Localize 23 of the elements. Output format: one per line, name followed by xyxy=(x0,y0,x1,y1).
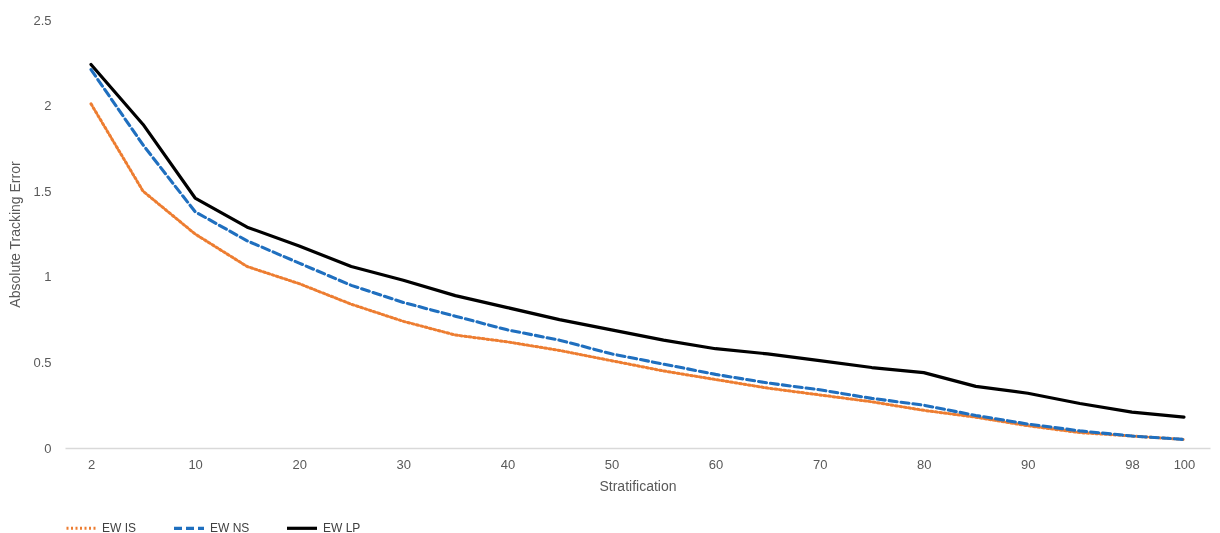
x-tick-label: 50 xyxy=(604,456,620,472)
y-tick-label: 2 xyxy=(44,98,52,114)
x-tick-label: 60 xyxy=(708,456,724,472)
y-axis-title: Absolute Tracking Error xyxy=(7,161,24,308)
y-tick-label: 1 xyxy=(44,269,52,285)
x-tick-label: 40 xyxy=(500,456,516,472)
x-tick-label: 80 xyxy=(917,456,932,472)
y-tick-label: 0.5 xyxy=(33,354,52,370)
y-tick-label: 0 xyxy=(44,440,52,456)
x-axis-title: Stratification xyxy=(599,477,677,494)
x-tick-label: 10 xyxy=(188,456,203,472)
legend-label: EW IS xyxy=(102,521,137,533)
x-tick-label: 2 xyxy=(87,456,96,472)
x-tick-label: 20 xyxy=(292,456,307,472)
x-tick-label: 70 xyxy=(812,456,828,472)
y-tick-label: 1.5 xyxy=(33,183,52,199)
x-tick-label: 100 xyxy=(1173,456,1196,472)
legend-label: EW NS xyxy=(210,521,250,533)
legend-label: EW LP xyxy=(323,521,361,533)
x-tick-label: 98 xyxy=(1125,456,1140,472)
y-tick-label: 2.5 xyxy=(33,12,52,28)
x-tick-label: 90 xyxy=(1021,456,1036,472)
x-tick-label: 30 xyxy=(396,456,412,472)
